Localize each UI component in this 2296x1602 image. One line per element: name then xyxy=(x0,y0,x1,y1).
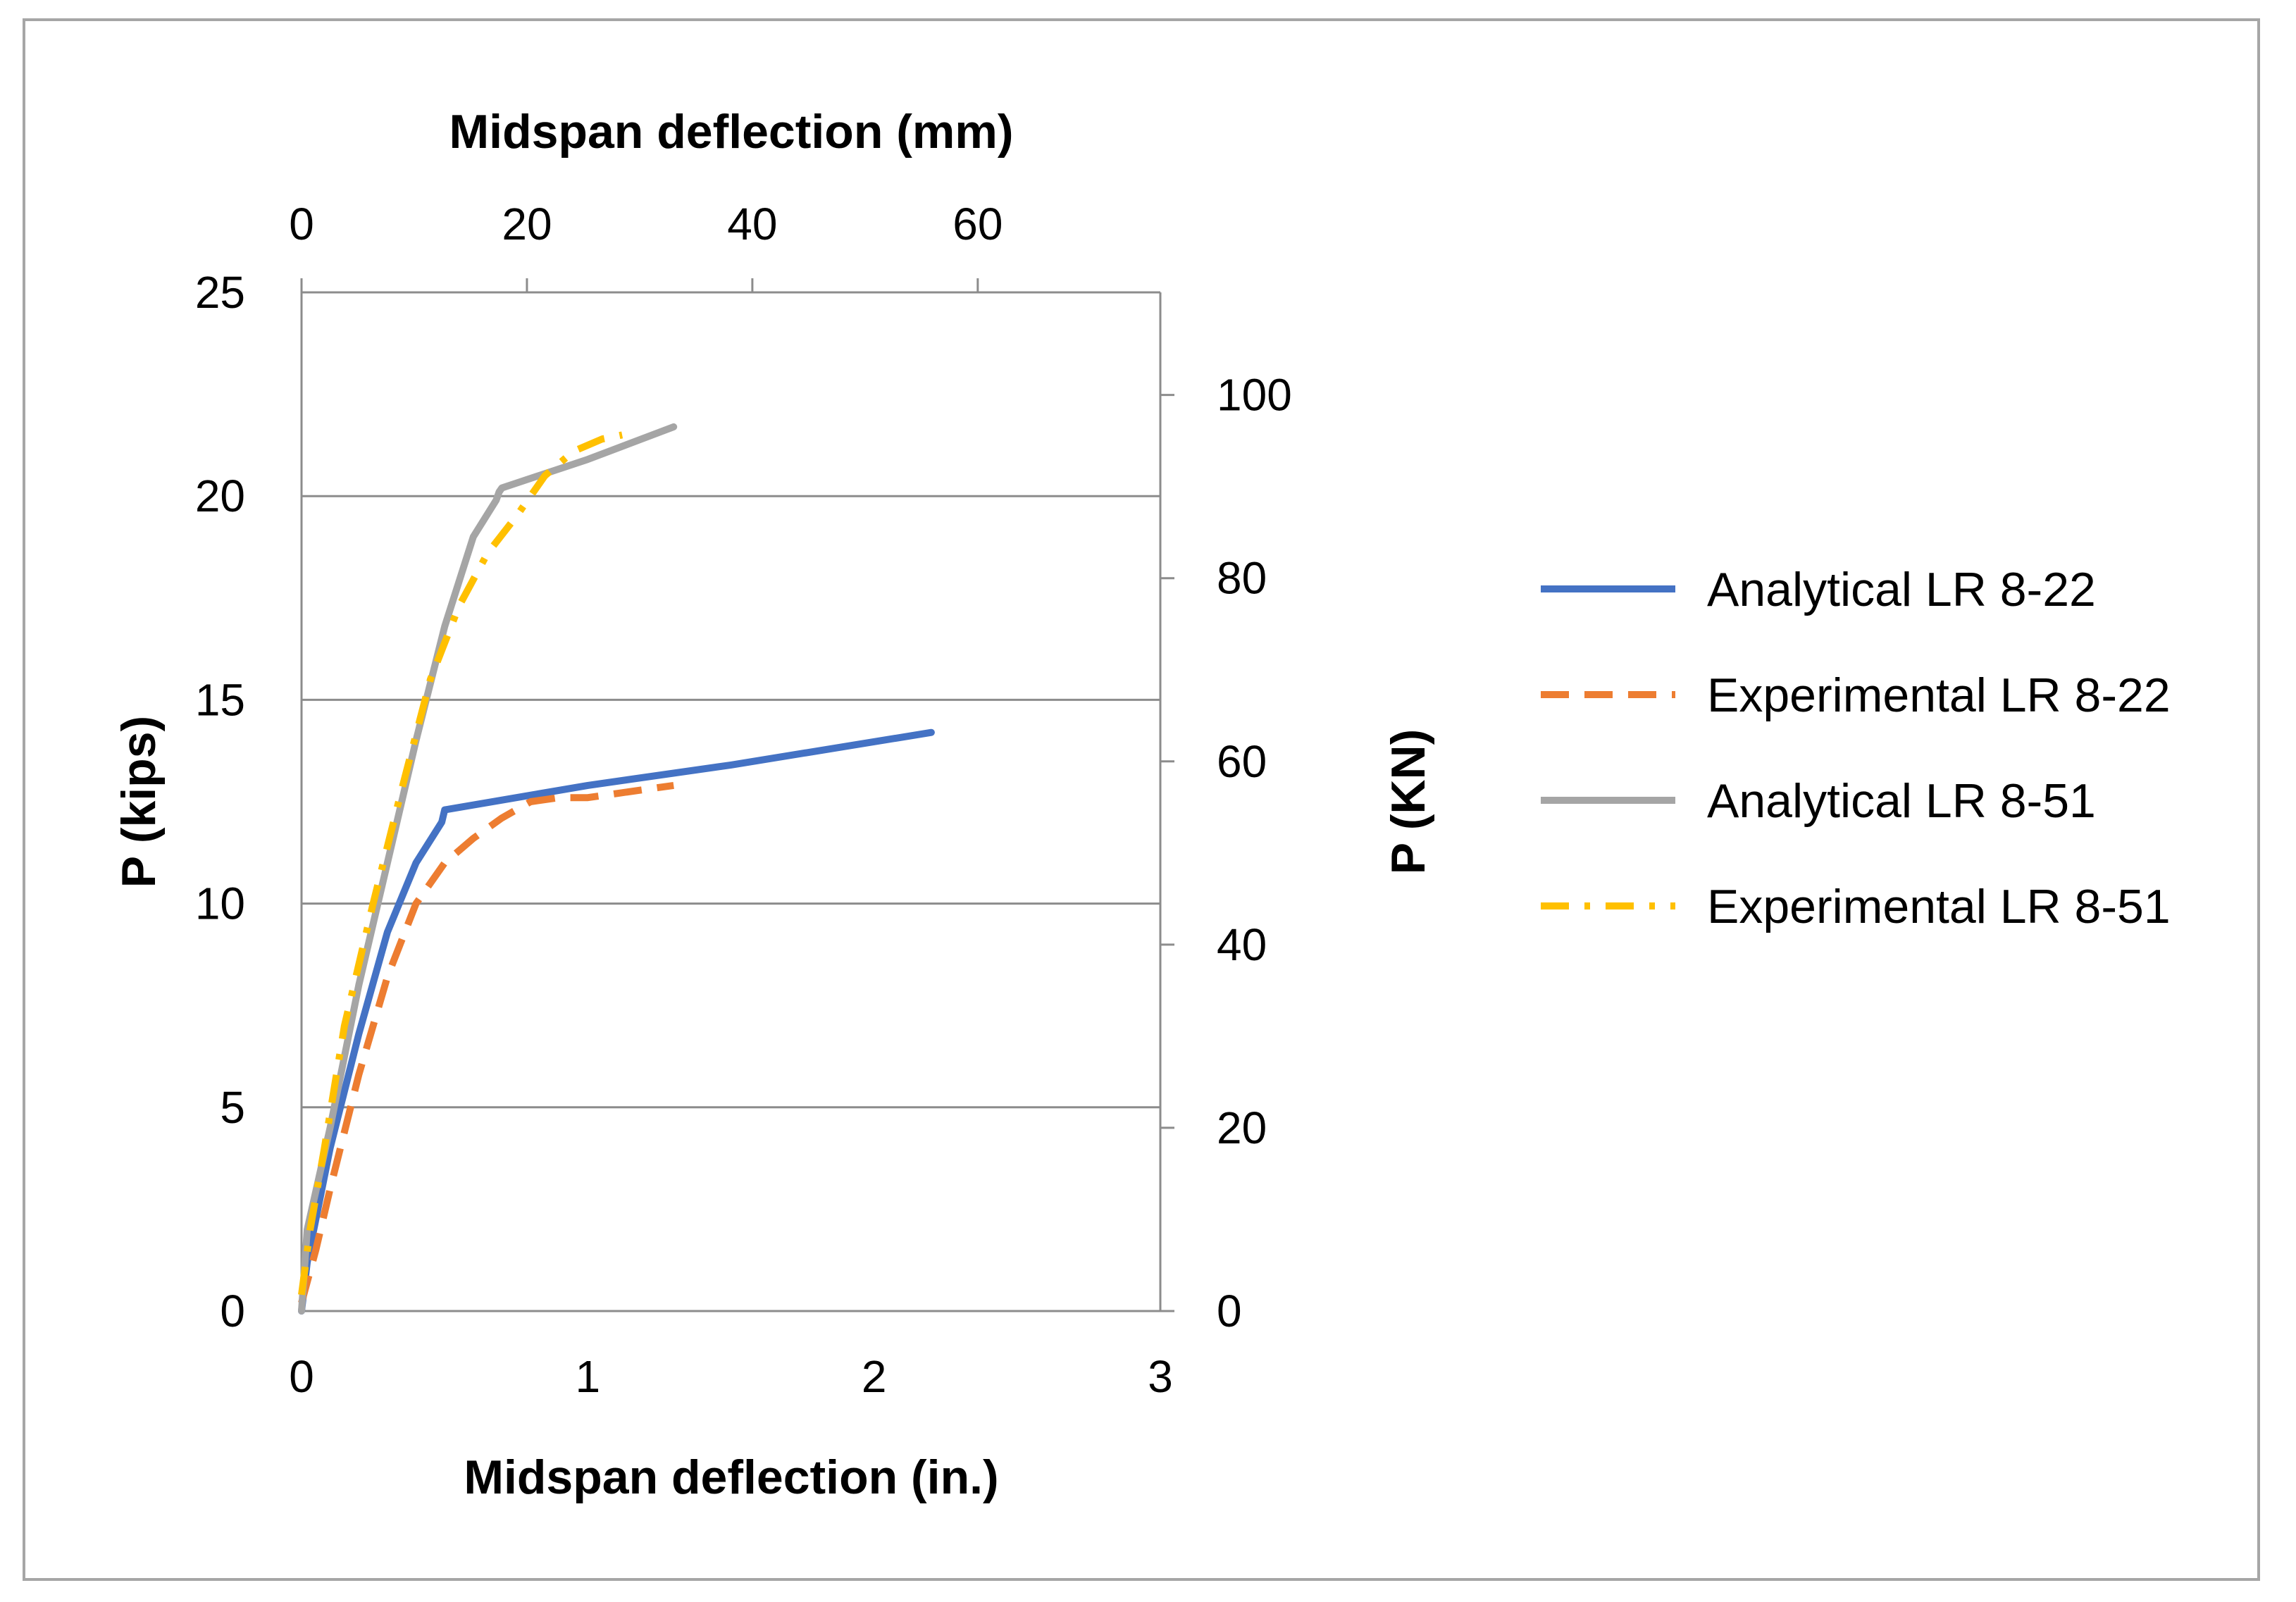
legend-label-4: Experimental LR 8-51 xyxy=(1707,880,2171,933)
y2-tick-label: 40 xyxy=(1217,919,1267,970)
y-tick-label: 0 xyxy=(220,1286,245,1336)
x2-tick-label: 40 xyxy=(727,199,777,249)
x2-tick-label: 0 xyxy=(289,199,314,249)
x-tick-label: 2 xyxy=(862,1351,887,1402)
y2-tick-label: 60 xyxy=(1217,736,1267,787)
y2-axis-title: P (KN) xyxy=(1382,729,1435,875)
legend-label-3: Analytical LR 8-51 xyxy=(1707,774,2096,828)
x-axis-title: Midspan deflection (in.) xyxy=(464,1451,998,1504)
y2-tick-label: 80 xyxy=(1217,553,1267,604)
axes xyxy=(300,278,1174,1312)
y2-tick-label: 0 xyxy=(1217,1286,1242,1336)
legend: Analytical LR 8-22 Experimental LR 8-22 An… xyxy=(1541,563,2171,933)
y2-tick-label: 20 xyxy=(1217,1103,1267,1153)
x-tick-label: 1 xyxy=(576,1351,601,1402)
chart-border xyxy=(23,18,2260,1581)
y-tick-label: 5 xyxy=(220,1082,245,1133)
x2-tick-label: 60 xyxy=(952,199,1003,249)
y-tick-label: 15 xyxy=(195,674,245,725)
series-line-4 xyxy=(298,431,623,1296)
x2-axis-title: Midspan deflection (mm) xyxy=(449,105,1014,159)
series-group xyxy=(298,423,935,1315)
y-tick-label: 10 xyxy=(195,878,245,929)
y-tick-label: 25 xyxy=(195,267,245,318)
x-tick-label: 0 xyxy=(289,1351,314,1402)
y-axis-title: P (kips) xyxy=(112,716,166,888)
series-line-2 xyxy=(298,781,674,1304)
x2-tick-label: 20 xyxy=(502,199,552,249)
series-line-3 xyxy=(298,423,678,1315)
series-line-1 xyxy=(298,728,935,1315)
legend-label-2: Experimental LR 8-22 xyxy=(1707,669,2171,722)
gridlines xyxy=(302,495,1160,1109)
legend-label-1: Analytical LR 8-22 xyxy=(1707,563,2096,616)
y2-tick-label: 100 xyxy=(1217,370,1292,421)
y-tick-label: 20 xyxy=(195,471,245,521)
x-tick-label: 3 xyxy=(1148,1351,1173,1402)
